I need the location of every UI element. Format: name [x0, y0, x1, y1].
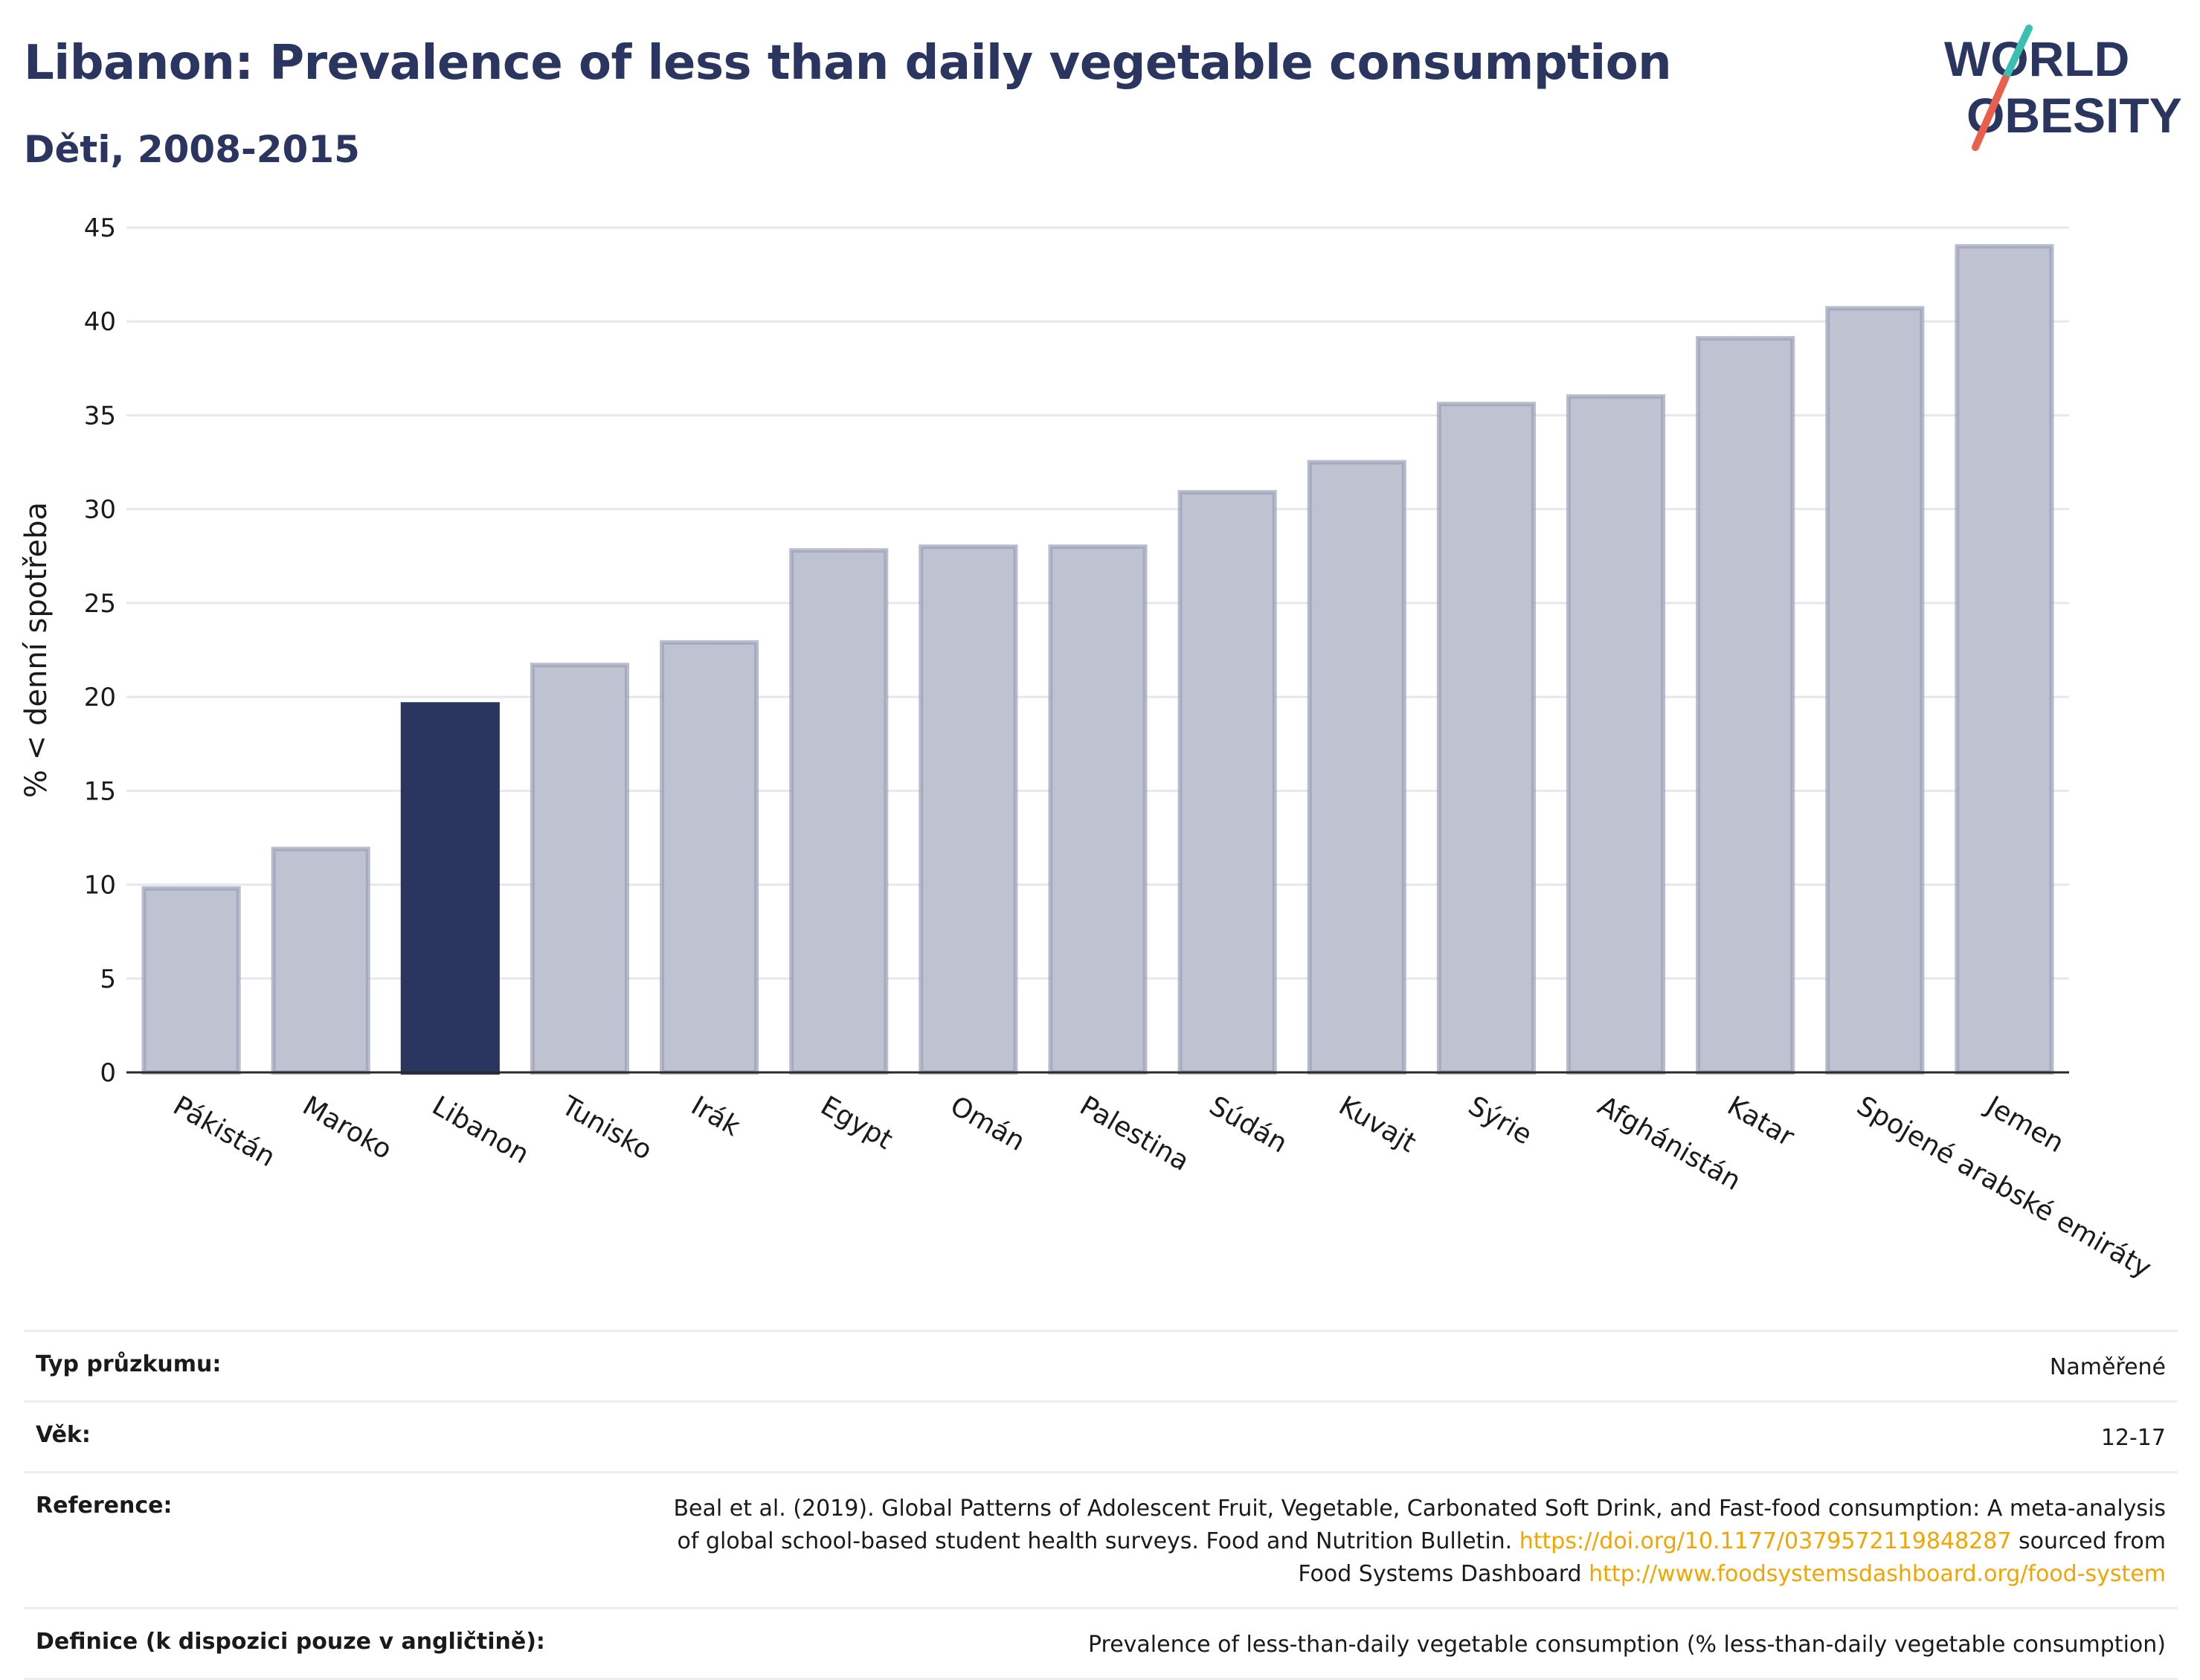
- chart-subtitle: Děti, 2008-2015: [24, 128, 360, 171]
- age-value: 12-17: [2100, 1425, 2166, 1451]
- y-tick-label: 25: [84, 589, 116, 619]
- x-tick-label: Omán: [945, 1090, 1030, 1157]
- bar: [1436, 402, 1536, 1075]
- y-tick-label: 15: [84, 776, 116, 806]
- bar: [1566, 394, 1666, 1075]
- survey-type-value: Naměřené: [2049, 1354, 2166, 1380]
- survey-type-label: Typ průzkumu:: [36, 1351, 222, 1377]
- metadata-table: Typ průzkumu: Naměřené Věk: 12-17 Refere…: [24, 1330, 2178, 1680]
- reference-text-2: of global school-based student health su…: [677, 1528, 1513, 1554]
- bar: [271, 846, 370, 1075]
- x-tick-label: Súdán: [1204, 1090, 1293, 1159]
- bar: [1177, 489, 1277, 1075]
- reference-dashboard-link[interactable]: http://www.foodsystemsdashboard.org/food…: [1589, 1561, 2166, 1587]
- bar: [1307, 460, 1406, 1075]
- logo-slash-coral: [1972, 75, 2009, 151]
- x-tick-label: Pákistán: [168, 1090, 280, 1173]
- x-tick-label: Sýrie: [1463, 1090, 1537, 1150]
- bar: [660, 640, 759, 1075]
- meta-row-definition: Definice (k dispozici pouze v angličtině…: [24, 1607, 2178, 1680]
- bar: [141, 886, 241, 1075]
- bar: [1048, 544, 1148, 1075]
- y-tick-label: 35: [84, 401, 116, 431]
- chart-title: Libanon: Prevalence of less than daily v…: [24, 36, 1672, 91]
- reference-value: Beal et al. (2019). Global Patterns of A…: [673, 1493, 2166, 1591]
- x-tick-label: Kuvajt: [1334, 1090, 1421, 1159]
- x-tick-label: Tunisko: [556, 1090, 657, 1166]
- meta-row-age: Věk: 12-17: [24, 1400, 2178, 1471]
- y-tick-label: 5: [100, 965, 116, 994]
- x-tick-label: Libanon: [427, 1090, 534, 1170]
- bar: [919, 544, 1018, 1075]
- y-tick-label: 30: [84, 495, 116, 525]
- definition-value: Prevalence of less-than-daily vegetable …: [1087, 1632, 2166, 1658]
- x-tick-label: Katar: [1722, 1090, 1799, 1153]
- bar: [789, 548, 889, 1075]
- x-tick-label: Jemen: [1980, 1090, 2069, 1159]
- bar: [1696, 335, 1795, 1075]
- bar-chart: 0 5 10 15 20 25 30 35 40 45 Pákistán Maroko Libanon T…: [19, 213, 2156, 1284]
- logo-slash-teal: [2001, 25, 2033, 83]
- x-tick-label: Afghánistán: [1592, 1090, 1746, 1197]
- y-tick-label: 10: [84, 871, 116, 901]
- x-tick-label: Palestina: [1075, 1090, 1194, 1177]
- y-axis-label: % < denní spotřeba: [19, 502, 54, 798]
- world-obesity-logo: WORLD OBESITY: [1944, 25, 2182, 151]
- x-tick-label: Irák: [686, 1090, 745, 1142]
- x-tick-label: Maroko: [297, 1090, 397, 1165]
- reference-label: Reference:: [36, 1493, 173, 1519]
- bar: [1955, 244, 2054, 1075]
- bar: [400, 702, 500, 1075]
- meta-row-reference: Reference: Beal et al. (2019). Global Pa…: [24, 1471, 2178, 1607]
- reference-text-1: Beal et al. (2019). Global Patterns of A…: [673, 1496, 2166, 1522]
- age-label: Věk:: [36, 1422, 91, 1448]
- meta-row-survey-type: Typ průzkumu: Naměřené: [24, 1330, 2178, 1400]
- y-tick-label: 45: [84, 213, 116, 243]
- y-tick-label: 40: [84, 307, 116, 337]
- reference-doi-link[interactable]: https://doi.org/10.1177/0379572119848287: [1519, 1528, 2012, 1554]
- y-tick-label: 20: [84, 683, 116, 712]
- bar: [530, 663, 630, 1075]
- logo-text-obesity: OBESITY: [1966, 88, 2182, 143]
- definition-label: Definice (k dispozici pouze v angličtině…: [36, 1629, 545, 1655]
- reference-text-4: Food Systems Dashboard: [1298, 1561, 1582, 1587]
- reference-text-3: sourced from: [2018, 1528, 2166, 1554]
- x-tick-label: Egypt: [815, 1090, 897, 1155]
- logo-text-world: WORLD: [1944, 31, 2129, 86]
- y-tick-label: 0: [100, 1058, 116, 1088]
- bar: [1825, 306, 1925, 1075]
